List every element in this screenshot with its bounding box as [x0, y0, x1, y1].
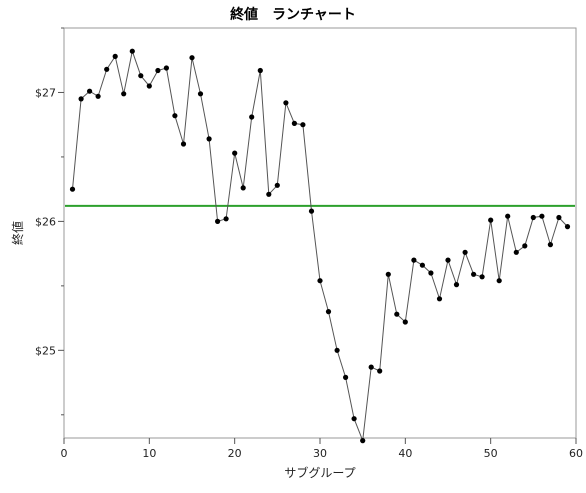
data-point	[283, 100, 289, 106]
data-point	[471, 271, 477, 277]
data-point	[87, 88, 93, 94]
data-point	[394, 311, 400, 317]
data-point	[180, 141, 187, 147]
data-point	[197, 91, 204, 97]
data-point	[402, 319, 408, 325]
data-point	[351, 416, 357, 422]
data-point	[308, 208, 315, 214]
plot-frame	[63, 27, 577, 439]
data-point	[121, 91, 127, 97]
x-tick-label: 30	[313, 447, 327, 460]
data-point	[232, 150, 238, 156]
y-axis: $25 $26 $27	[35, 27, 64, 416]
x-tick-label: 60	[569, 447, 583, 460]
data-point	[95, 93, 101, 99]
data-point	[453, 282, 460, 288]
data-point	[334, 347, 340, 353]
x-tick-label: 10	[142, 447, 156, 460]
x-tick-label: 0	[61, 447, 68, 460]
data-point	[189, 55, 195, 61]
y-tick-label: $27	[35, 86, 56, 99]
data-point	[249, 114, 255, 120]
data-point	[343, 374, 349, 380]
data-point	[129, 48, 135, 54]
y-tick-label: $25	[35, 344, 56, 357]
data-point	[257, 67, 263, 74]
data-point	[496, 278, 502, 284]
data-point	[428, 270, 434, 276]
data-point	[266, 191, 272, 197]
data-point	[445, 257, 451, 263]
data-point	[385, 271, 391, 277]
data-point	[274, 182, 280, 188]
x-tick-label: 50	[484, 447, 498, 460]
data-point	[146, 83, 152, 89]
data-point	[530, 214, 536, 221]
data-point	[291, 120, 297, 126]
x-axis-label: サブグループ	[284, 465, 355, 480]
chart-title: 終値 ランチャート	[230, 6, 356, 23]
data-point	[163, 65, 169, 71]
data-points	[69, 48, 571, 444]
data-point	[436, 296, 443, 302]
data-point	[564, 224, 571, 230]
x-tick-label: 40	[398, 447, 412, 460]
data-point	[522, 243, 528, 249]
data-point	[325, 309, 332, 315]
data-point	[78, 96, 84, 102]
data-point	[513, 249, 519, 255]
data-point	[479, 274, 485, 280]
data-point	[377, 368, 383, 374]
data-point	[215, 218, 221, 224]
data-point	[368, 364, 374, 370]
data-point	[69, 186, 76, 192]
x-tick-label: 20	[228, 447, 242, 460]
data-point	[112, 53, 118, 60]
data-point	[300, 122, 306, 128]
data-point	[505, 213, 511, 219]
data-point	[488, 217, 494, 223]
data-point	[317, 278, 323, 284]
data-point	[172, 113, 178, 119]
data-point	[419, 262, 425, 268]
data-point	[104, 66, 110, 72]
data-point	[411, 257, 417, 263]
data-point	[223, 216, 229, 222]
data-point	[539, 213, 545, 219]
data-point	[360, 438, 366, 444]
data-point	[547, 242, 554, 248]
x-axis: 0 10 20 30 40 50 60	[61, 438, 583, 460]
data-point	[556, 214, 562, 221]
data-point	[138, 73, 144, 79]
data-point	[155, 67, 161, 74]
data-point	[206, 136, 212, 142]
y-tick-label: $26	[35, 215, 56, 228]
data-point	[240, 185, 246, 191]
data-point	[462, 249, 468, 255]
y-axis-label: 終値	[10, 221, 25, 245]
